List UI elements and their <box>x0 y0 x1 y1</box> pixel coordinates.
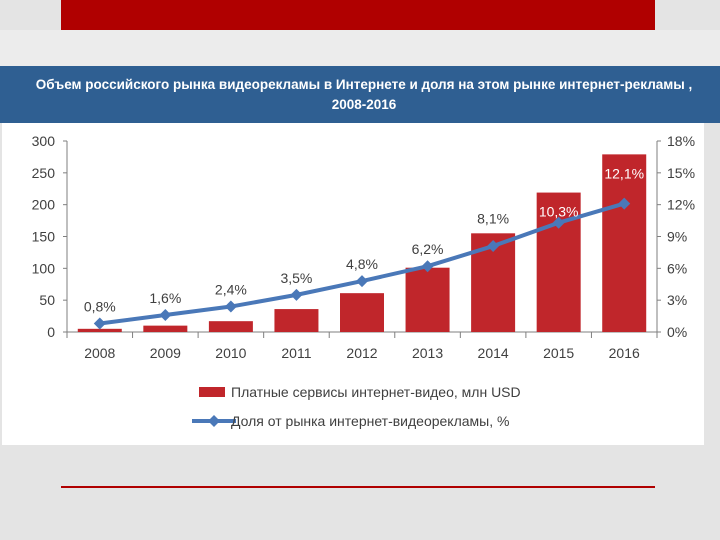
y-left-tick-label: 0 <box>47 324 55 340</box>
share-point-2014 <box>487 240 500 253</box>
x-tick-label: 2012 <box>346 345 377 361</box>
x-tick-label: 2009 <box>150 345 181 361</box>
y-left-tick-label: 300 <box>32 133 56 149</box>
share-label-2009: 1,6% <box>149 290 181 306</box>
bar-2008 <box>77 328 122 332</box>
bar-2011 <box>274 309 319 332</box>
x-tick-label: 2016 <box>609 345 640 361</box>
legend-swatch-bar <box>199 387 225 397</box>
slide-title: Объем российского рынка видеорекламы в И… <box>0 66 720 123</box>
x-tick-label: 2014 <box>478 345 509 361</box>
share-point-2012 <box>356 275 368 288</box>
y-right-tick-label: 12% <box>667 197 695 213</box>
y-left-tick-label: 100 <box>32 260 56 276</box>
y-left-tick-label: 200 <box>32 197 56 213</box>
share-point-2008 <box>93 317 106 330</box>
y-left-tick-label: 150 <box>32 229 56 245</box>
y-right-tick-label: 0% <box>667 324 687 340</box>
share-label-2014: 8,1% <box>477 210 509 226</box>
bottom-accent-line <box>61 486 655 488</box>
share-point-2013 <box>421 260 434 273</box>
legend-label-line: Доля от рынка интернет-видеорекламы, % <box>231 413 509 429</box>
y-right-tick-label: 15% <box>667 165 695 181</box>
bar-2013 <box>405 267 450 332</box>
x-tick-label: 2010 <box>215 345 246 361</box>
share-point-2010 <box>224 300 237 313</box>
y-right-tick-label: 6% <box>667 260 687 276</box>
share-label-2012: 4,8% <box>346 256 378 272</box>
share-point-2016 <box>618 197 631 210</box>
share-point-2009 <box>159 309 172 322</box>
x-tick-label: 2015 <box>543 345 574 361</box>
y-right-tick-label: 3% <box>667 292 687 308</box>
y-right-tick-label: 9% <box>667 229 687 245</box>
share-label-2013: 6,2% <box>412 241 444 257</box>
y-right-tick-label: 18% <box>667 133 695 149</box>
plot-area: 0 50 100 150 200 250 300 0% 3% 6% 9% 12% 15% 18% 2008 2… <box>32 133 695 361</box>
bar-2010 <box>208 321 253 332</box>
combo-chart: 0 50 100 150 200 250 300 0% 3% 6% 9% 12% 15% 18% 2008 2… <box>32 133 695 429</box>
y-left-tick-label: 50 <box>39 292 55 308</box>
chart-panel: 0 50 100 150 200 250 300 0% 3% 6% 9% 12% 15% 18% 2008 2… <box>2 123 704 445</box>
share-label-2015: 10,3% <box>539 204 579 220</box>
y-left-tick-label: 250 <box>32 165 56 181</box>
x-tick-label: 2008 <box>84 345 115 361</box>
share-point-2011 <box>290 288 303 301</box>
share-label-2016: 12,1% <box>604 165 644 181</box>
bar-2016 <box>602 154 647 332</box>
legend: Платные сервисы интернет-видео, млн USD Д… <box>192 384 521 429</box>
top-accent-bar <box>61 0 655 30</box>
header-strip <box>0 30 720 66</box>
legend-label-bar: Платные сервисы интернет-видео, млн USD <box>231 384 521 400</box>
share-label-2010: 2,4% <box>215 282 247 298</box>
x-tick-label: 2013 <box>412 345 443 361</box>
bar-2009 <box>143 325 188 332</box>
legend-swatch-marker <box>208 415 220 427</box>
share-label-2008: 0,8% <box>84 299 116 315</box>
bar-2015 <box>536 192 581 332</box>
share-point-2015 <box>552 216 565 229</box>
x-tick-label: 2011 <box>281 345 311 361</box>
share-label-2011: 3,5% <box>280 270 312 286</box>
bar-2012 <box>340 293 384 332</box>
